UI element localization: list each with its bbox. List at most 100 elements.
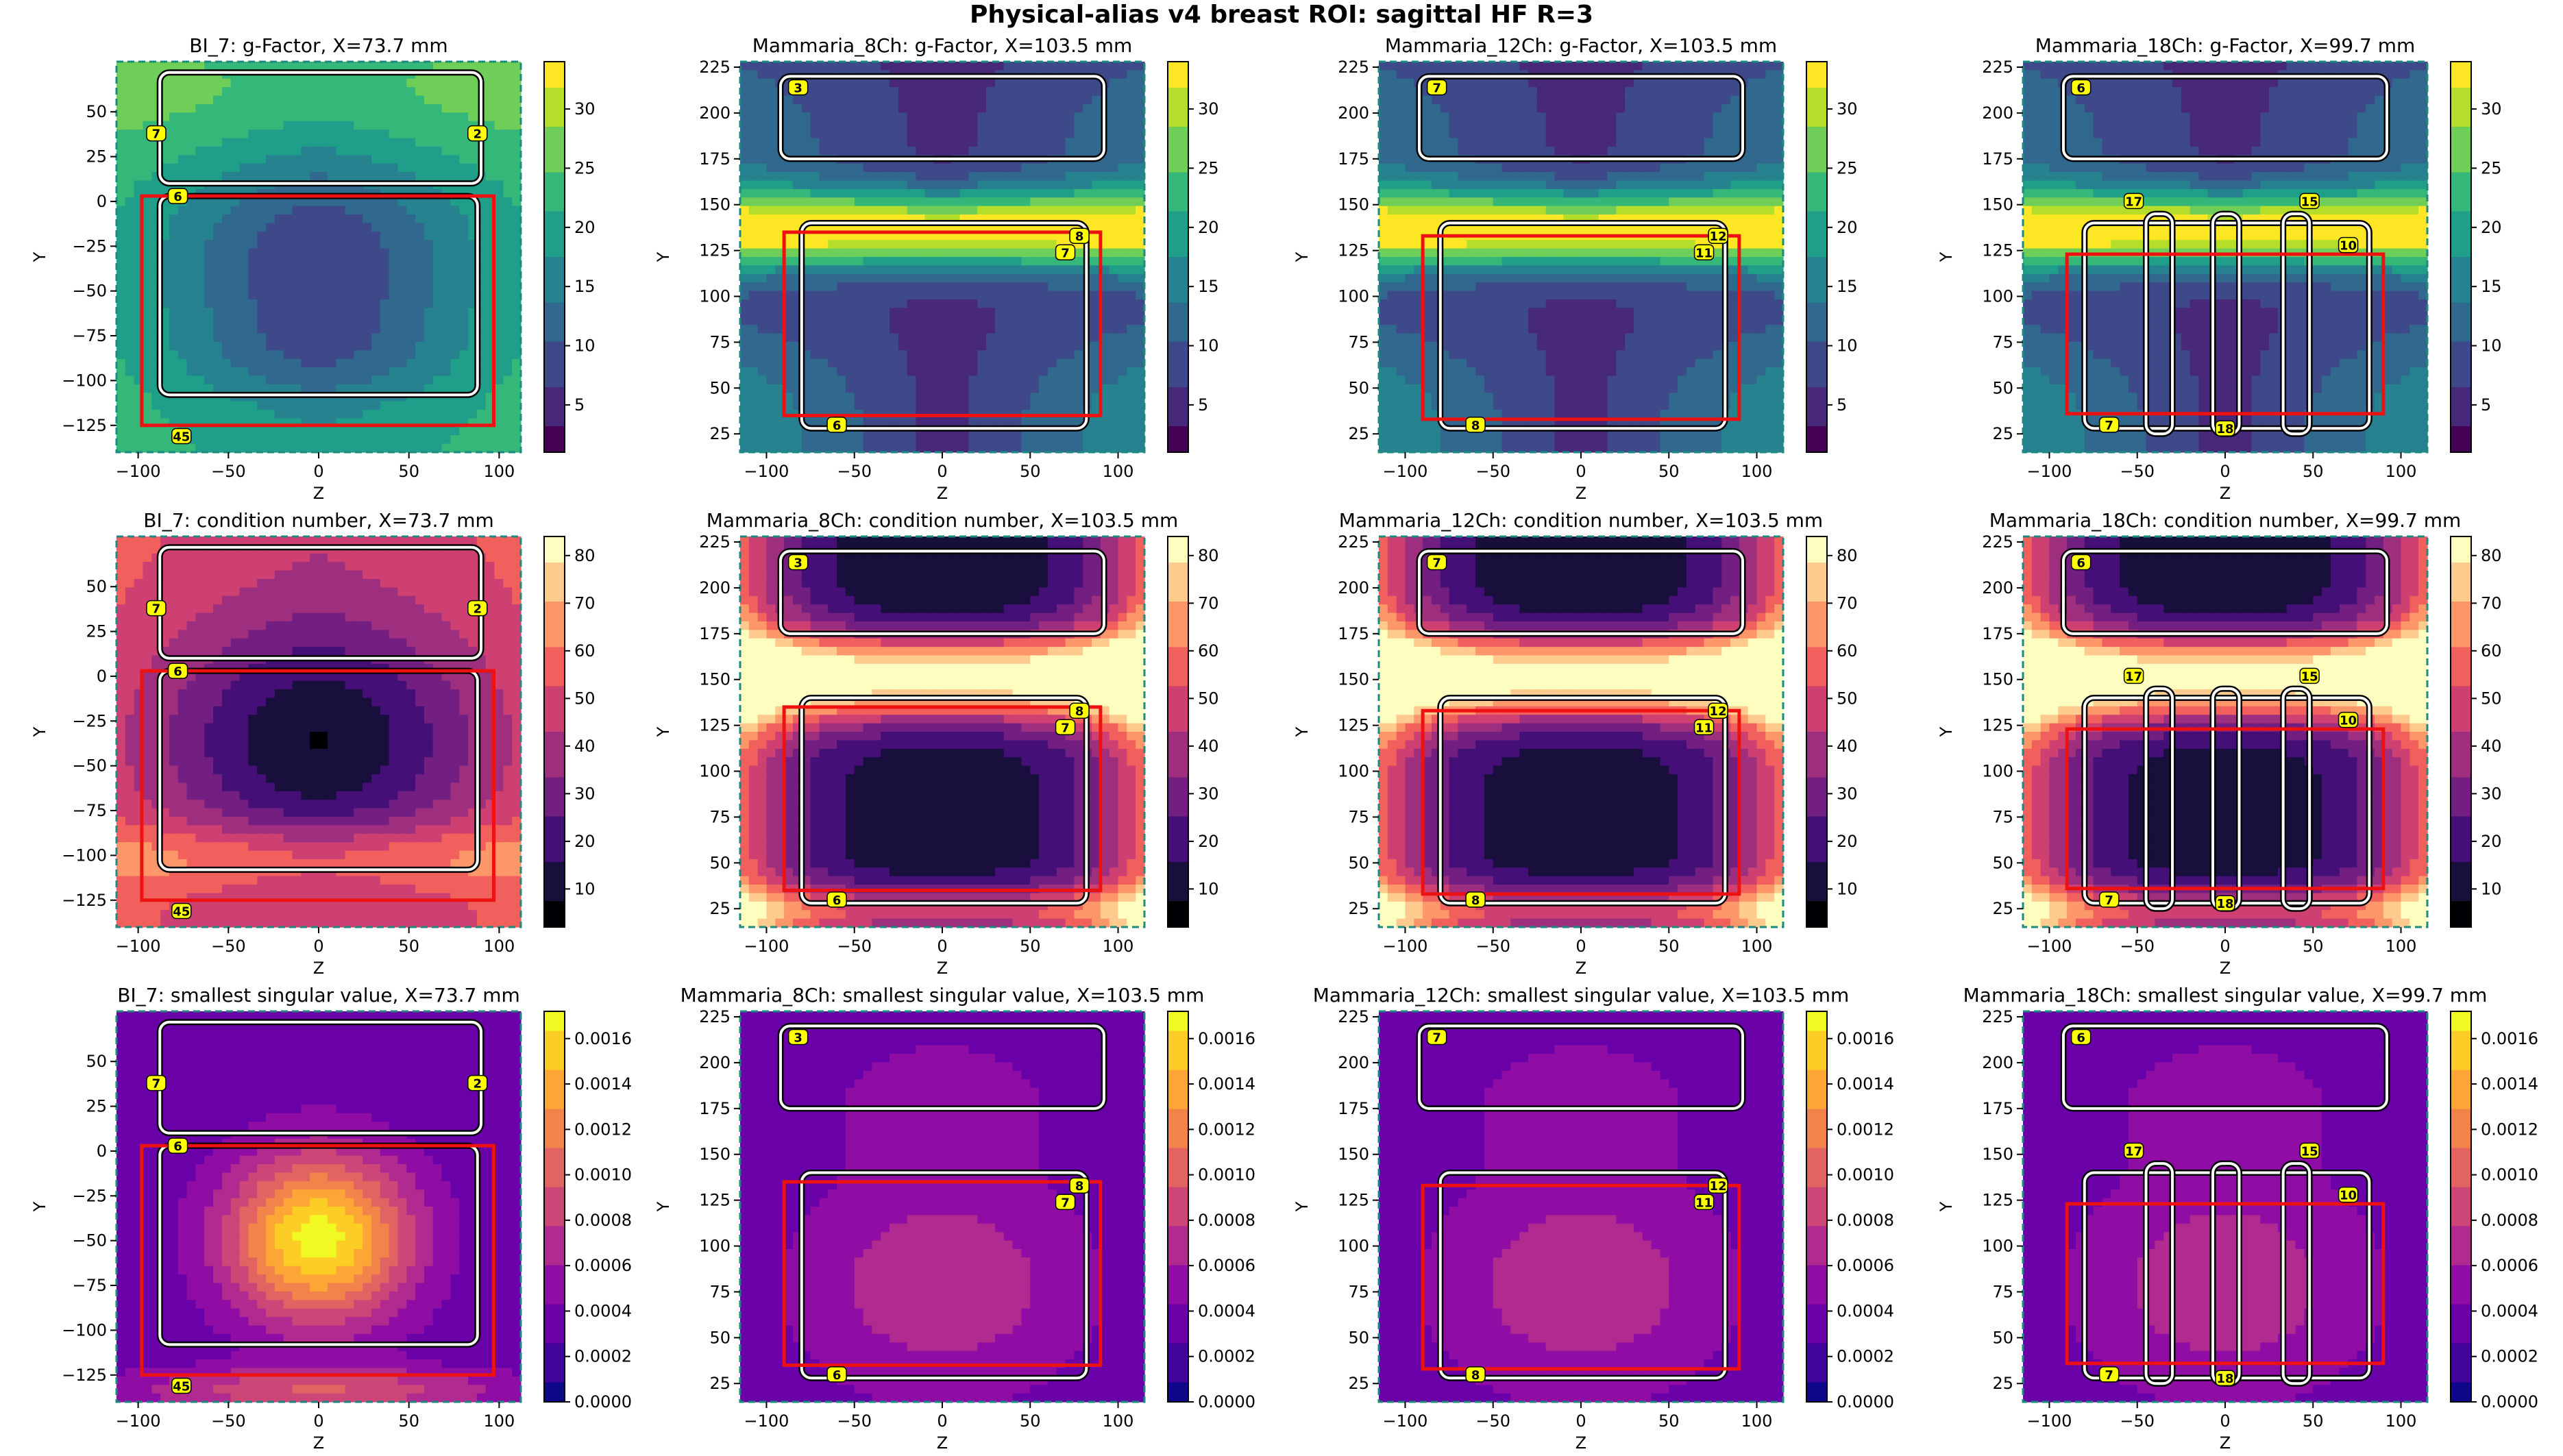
heatmap-cell — [354, 308, 363, 317]
heatmap-cell — [450, 384, 460, 393]
heatmap-cell — [415, 206, 425, 215]
heatmap-cell — [292, 214, 302, 224]
heatmap-cell — [1083, 87, 1092, 97]
heatmap-cell — [432, 62, 443, 71]
heatmap-cell — [494, 87, 504, 97]
heatmap-cell — [319, 316, 328, 325]
heatmap-cell — [441, 223, 451, 232]
heatmap-cell — [432, 410, 443, 419]
heatmap-cell — [986, 350, 996, 360]
heatmap-cell — [1003, 172, 1014, 182]
heatmap-cell — [907, 240, 917, 249]
heatmap-cell — [213, 103, 223, 113]
heatmap-cell — [828, 163, 837, 173]
heatmap-cell — [986, 282, 996, 292]
heatmap-cell — [397, 350, 407, 360]
heatmap-cell — [169, 375, 179, 385]
heatmap-cell — [283, 248, 293, 258]
heatmap-cell — [1431, 146, 1441, 156]
heatmap-cell — [968, 282, 978, 292]
heatmap-cell — [1379, 172, 1388, 182]
heatmap-cell — [239, 146, 249, 156]
heatmap-cell — [292, 62, 302, 71]
heatmap-cell — [1030, 367, 1040, 377]
heatmap-cell — [143, 103, 152, 113]
heatmap-cell — [406, 231, 416, 240]
heatmap-cell — [336, 308, 346, 317]
heatmap-cell — [169, 112, 179, 122]
heatmap-cell — [125, 384, 135, 393]
heatmap-cell — [257, 358, 267, 368]
heatmap-cell — [248, 358, 258, 368]
heatmap-cell — [292, 325, 302, 334]
heatmap-cell — [230, 367, 241, 377]
heatmap-cell — [292, 223, 302, 232]
heatmap-cell — [459, 367, 469, 377]
heatmap-cell — [432, 341, 443, 351]
heatmap-cell — [257, 350, 267, 360]
heatmap-cell — [160, 410, 170, 419]
heatmap-cell — [1475, 129, 1485, 139]
heatmap-cell — [1021, 435, 1031, 445]
heatmap-cell — [248, 308, 258, 317]
colorbar-segment — [544, 302, 565, 310]
heatmap-cell — [740, 223, 750, 232]
heatmap-cell — [116, 121, 126, 130]
heatmap-cell — [512, 206, 522, 215]
heatmap-cell — [125, 240, 135, 249]
heatmap-cell — [1405, 223, 1414, 232]
heatmap-cell — [512, 257, 522, 266]
heatmap-cell — [301, 138, 310, 147]
heatmap-cell — [924, 188, 934, 198]
heatmap-cell — [1379, 299, 1388, 308]
colorbar-segment — [544, 419, 565, 427]
heatmap-cell — [845, 367, 855, 377]
heatmap-cell — [837, 112, 846, 122]
heatmap-cell — [494, 325, 504, 334]
heatmap-cell — [863, 308, 872, 317]
heatmap-cell — [1396, 426, 1406, 436]
heatmap-cell — [994, 163, 1005, 173]
colorbar-segment — [544, 328, 565, 336]
heatmap-cell — [213, 138, 223, 147]
heatmap-cell — [230, 121, 241, 130]
heatmap-cell — [784, 350, 794, 360]
heatmap-cell — [195, 155, 205, 164]
heatmap-cell — [845, 299, 855, 308]
heatmap-cell — [432, 367, 443, 377]
heatmap-cell — [450, 121, 460, 130]
heatmap-cell — [327, 87, 337, 97]
heatmap-cell — [283, 341, 293, 351]
heatmap-cell — [784, 146, 794, 156]
heatmap-cell — [292, 282, 302, 292]
heatmap-cell — [283, 62, 293, 71]
heatmap-cell — [397, 248, 407, 258]
heatmap-cell — [1127, 333, 1136, 343]
heatmap-cell — [1379, 308, 1388, 317]
heatmap-cell — [195, 265, 205, 275]
heatmap-cell — [239, 206, 249, 215]
heatmap-cell — [828, 87, 837, 97]
heatmap-cell — [389, 410, 399, 419]
heatmap-cell — [890, 299, 899, 308]
heatmap-cell — [380, 197, 390, 207]
heatmap-cell — [327, 325, 337, 334]
heatmap-cell — [380, 443, 390, 453]
heatmap-cell — [1003, 188, 1014, 198]
heatmap-cell — [204, 62, 214, 71]
heatmap-cell — [757, 282, 768, 292]
heatmap-cell — [951, 282, 961, 292]
heatmap-cell — [327, 350, 337, 360]
heatmap-cell — [195, 291, 205, 300]
heatmap-cell — [757, 62, 768, 71]
heatmap-cell — [380, 163, 390, 173]
heatmap-cell — [837, 341, 846, 351]
heatmap-cell — [1021, 393, 1031, 402]
heatmap-cell — [872, 95, 881, 105]
heatmap-cell — [863, 87, 872, 97]
heatmap-cell — [881, 273, 890, 283]
heatmap-cell — [854, 265, 864, 275]
heatmap-cell — [986, 121, 996, 130]
heatmap-cell — [301, 214, 310, 224]
heatmap-cell — [1118, 401, 1127, 410]
